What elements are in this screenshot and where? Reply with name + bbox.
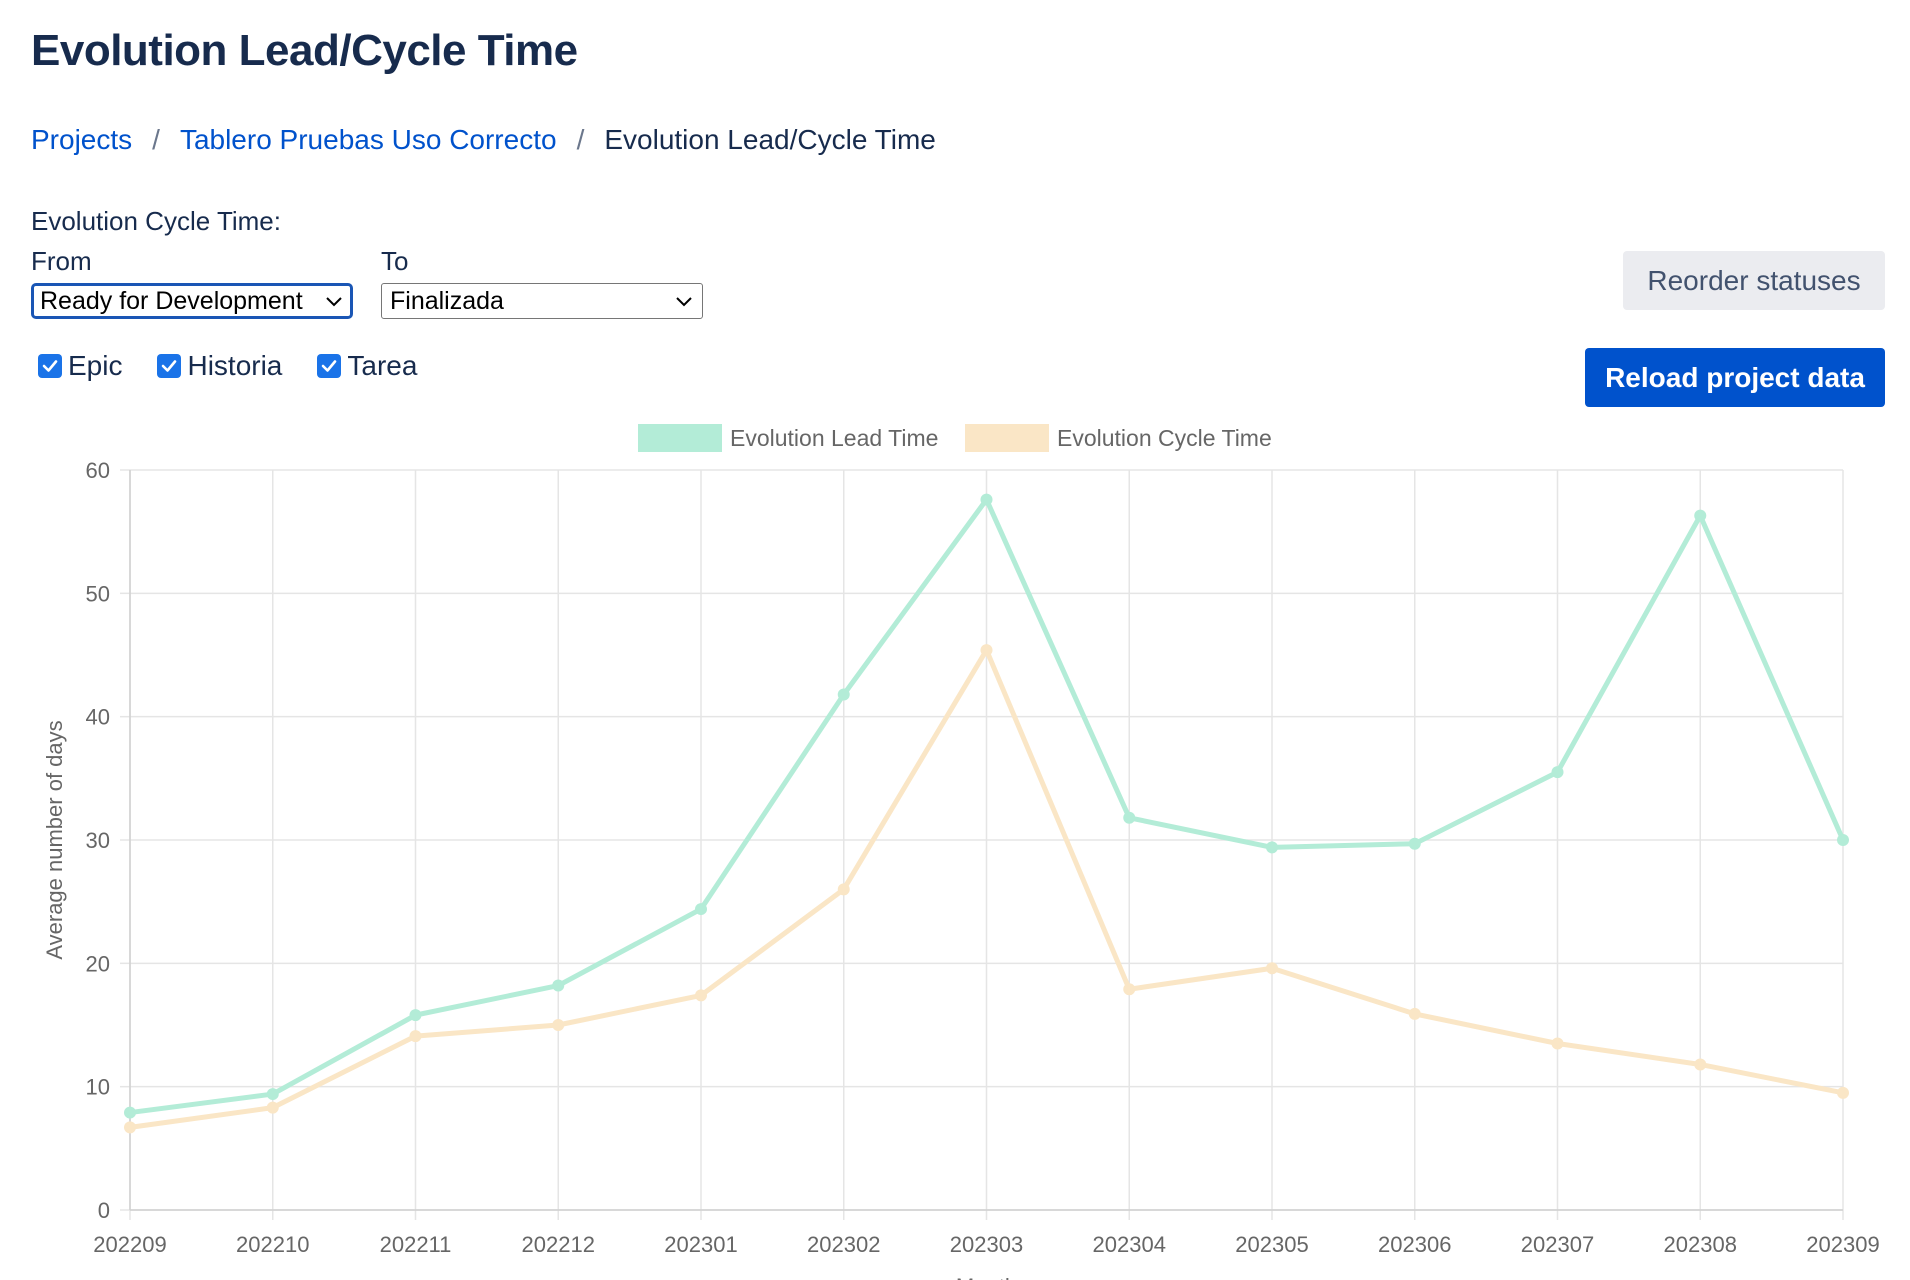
from-label: From (31, 246, 92, 276)
series-2-point (980, 644, 993, 657)
breadcrumb-board-link[interactable]: Tablero Pruebas Uso Correcto (179, 124, 557, 155)
cycle-time-section-label: Evolution Cycle Time: (31, 206, 281, 236)
chevron-down-icon (326, 297, 342, 307)
series-1-point (266, 1088, 279, 1101)
x-tick-label: 202210 (236, 1232, 309, 1257)
series-2-point (1123, 983, 1136, 996)
series-2-point (1551, 1037, 1564, 1050)
x-tick-label: 202209 (93, 1232, 166, 1257)
x-tick-label: 202307 (1521, 1232, 1594, 1257)
breadcrumb-current: Evolution Lead/Cycle Time (604, 124, 936, 155)
reload-project-data-button[interactable]: Reload project data (1585, 348, 1885, 407)
series-2-point (552, 1019, 565, 1031)
from-status-value: Ready for Development (40, 286, 303, 315)
series-2-point (1837, 1086, 1849, 1099)
series-2-point (266, 1101, 279, 1114)
issue-type-tarea-checkbox[interactable]: Tarea (317, 350, 417, 382)
breadcrumb-separator: / (576, 124, 585, 155)
issue-type-label: Tarea (347, 350, 418, 381)
series-2-point (695, 989, 707, 1002)
legend-label: Evolution Cycle Time (1057, 425, 1272, 451)
checkbox-checked-icon[interactable] (157, 354, 182, 378)
series-1-point (1837, 834, 1849, 846)
series-1-point (552, 979, 565, 992)
chevron-down-icon (676, 297, 692, 307)
series-1-point (695, 903, 707, 916)
x-tick-label: 202302 (807, 1232, 880, 1257)
x-tick-label: 202212 (522, 1232, 595, 1257)
legend-label: Evolution Lead Time (730, 425, 938, 451)
x-tick-label: 202309 (1806, 1232, 1879, 1257)
issue-type-label: Historia (187, 350, 283, 381)
x-tick-label: 202301 (664, 1232, 737, 1257)
to-label: To (381, 246, 409, 276)
series-2-point (1408, 1007, 1421, 1020)
series-1-point (980, 493, 993, 506)
breadcrumb-projects-link[interactable]: Projects (31, 124, 133, 155)
lead-cycle-time-chart: 0 10 20 30 40 50 60 202209 202210 202211 202212 202… (42, 424, 1880, 1280)
series-1-point (409, 1009, 422, 1022)
page-title: Evolution Lead/Cycle Time (31, 26, 578, 75)
legend-swatch (638, 424, 722, 452)
breadcrumb-separator: / (152, 124, 160, 155)
series-1-point (1551, 766, 1564, 779)
y-tick-label: 60 (86, 458, 110, 483)
series-1-point (1408, 837, 1421, 850)
y-tick-label: 40 (86, 705, 110, 730)
y-tick-label: 50 (86, 581, 110, 606)
breadcrumb: Projects / Tablero Pruebas Uso Correcto … (31, 124, 936, 156)
series-2-point (409, 1030, 422, 1043)
checkbox-checked-icon[interactable] (38, 354, 62, 378)
from-status-select[interactable]: Ready for Development (31, 283, 353, 319)
y-tick-label: 20 (86, 951, 110, 976)
to-status-value: Finalizada (390, 286, 504, 315)
issue-type-filters: Epic Historia Tarea (38, 350, 452, 382)
series-1-point (124, 1106, 136, 1119)
x-tick-label: 202306 (1378, 1232, 1451, 1257)
y-tick-label: 0 (98, 1198, 110, 1223)
x-tick-label: 202303 (950, 1232, 1023, 1257)
series-2-point (1266, 962, 1278, 975)
x-tick-label: 202304 (1093, 1232, 1166, 1257)
series-1-point (1123, 811, 1136, 824)
y-tick-label: 10 (86, 1075, 110, 1100)
x-axis-title: Month (956, 1274, 1017, 1280)
series-2-point (124, 1121, 136, 1134)
issue-type-epic-checkbox[interactable]: Epic (38, 350, 122, 382)
y-tick-label: 30 (86, 828, 110, 853)
to-status-select[interactable]: Finalizada (381, 283, 703, 319)
issue-type-historia-checkbox[interactable]: Historia (157, 350, 282, 382)
y-axis-title: Average number of days (42, 720, 67, 959)
series-2-point (1694, 1058, 1707, 1071)
series-2-point (837, 883, 850, 896)
x-tick-label: 202305 (1235, 1232, 1308, 1257)
series-1-point (1694, 509, 1707, 522)
reorder-statuses-button[interactable]: Reorder statuses (1623, 251, 1885, 310)
x-tick-label: 202211 (380, 1232, 452, 1257)
series-1-point (837, 688, 850, 701)
x-tick-label: 202308 (1664, 1232, 1737, 1257)
legend-swatch (965, 424, 1049, 452)
checkbox-checked-icon[interactable] (317, 354, 342, 378)
series-1-point (1266, 841, 1278, 854)
issue-type-label: Epic (68, 350, 123, 381)
